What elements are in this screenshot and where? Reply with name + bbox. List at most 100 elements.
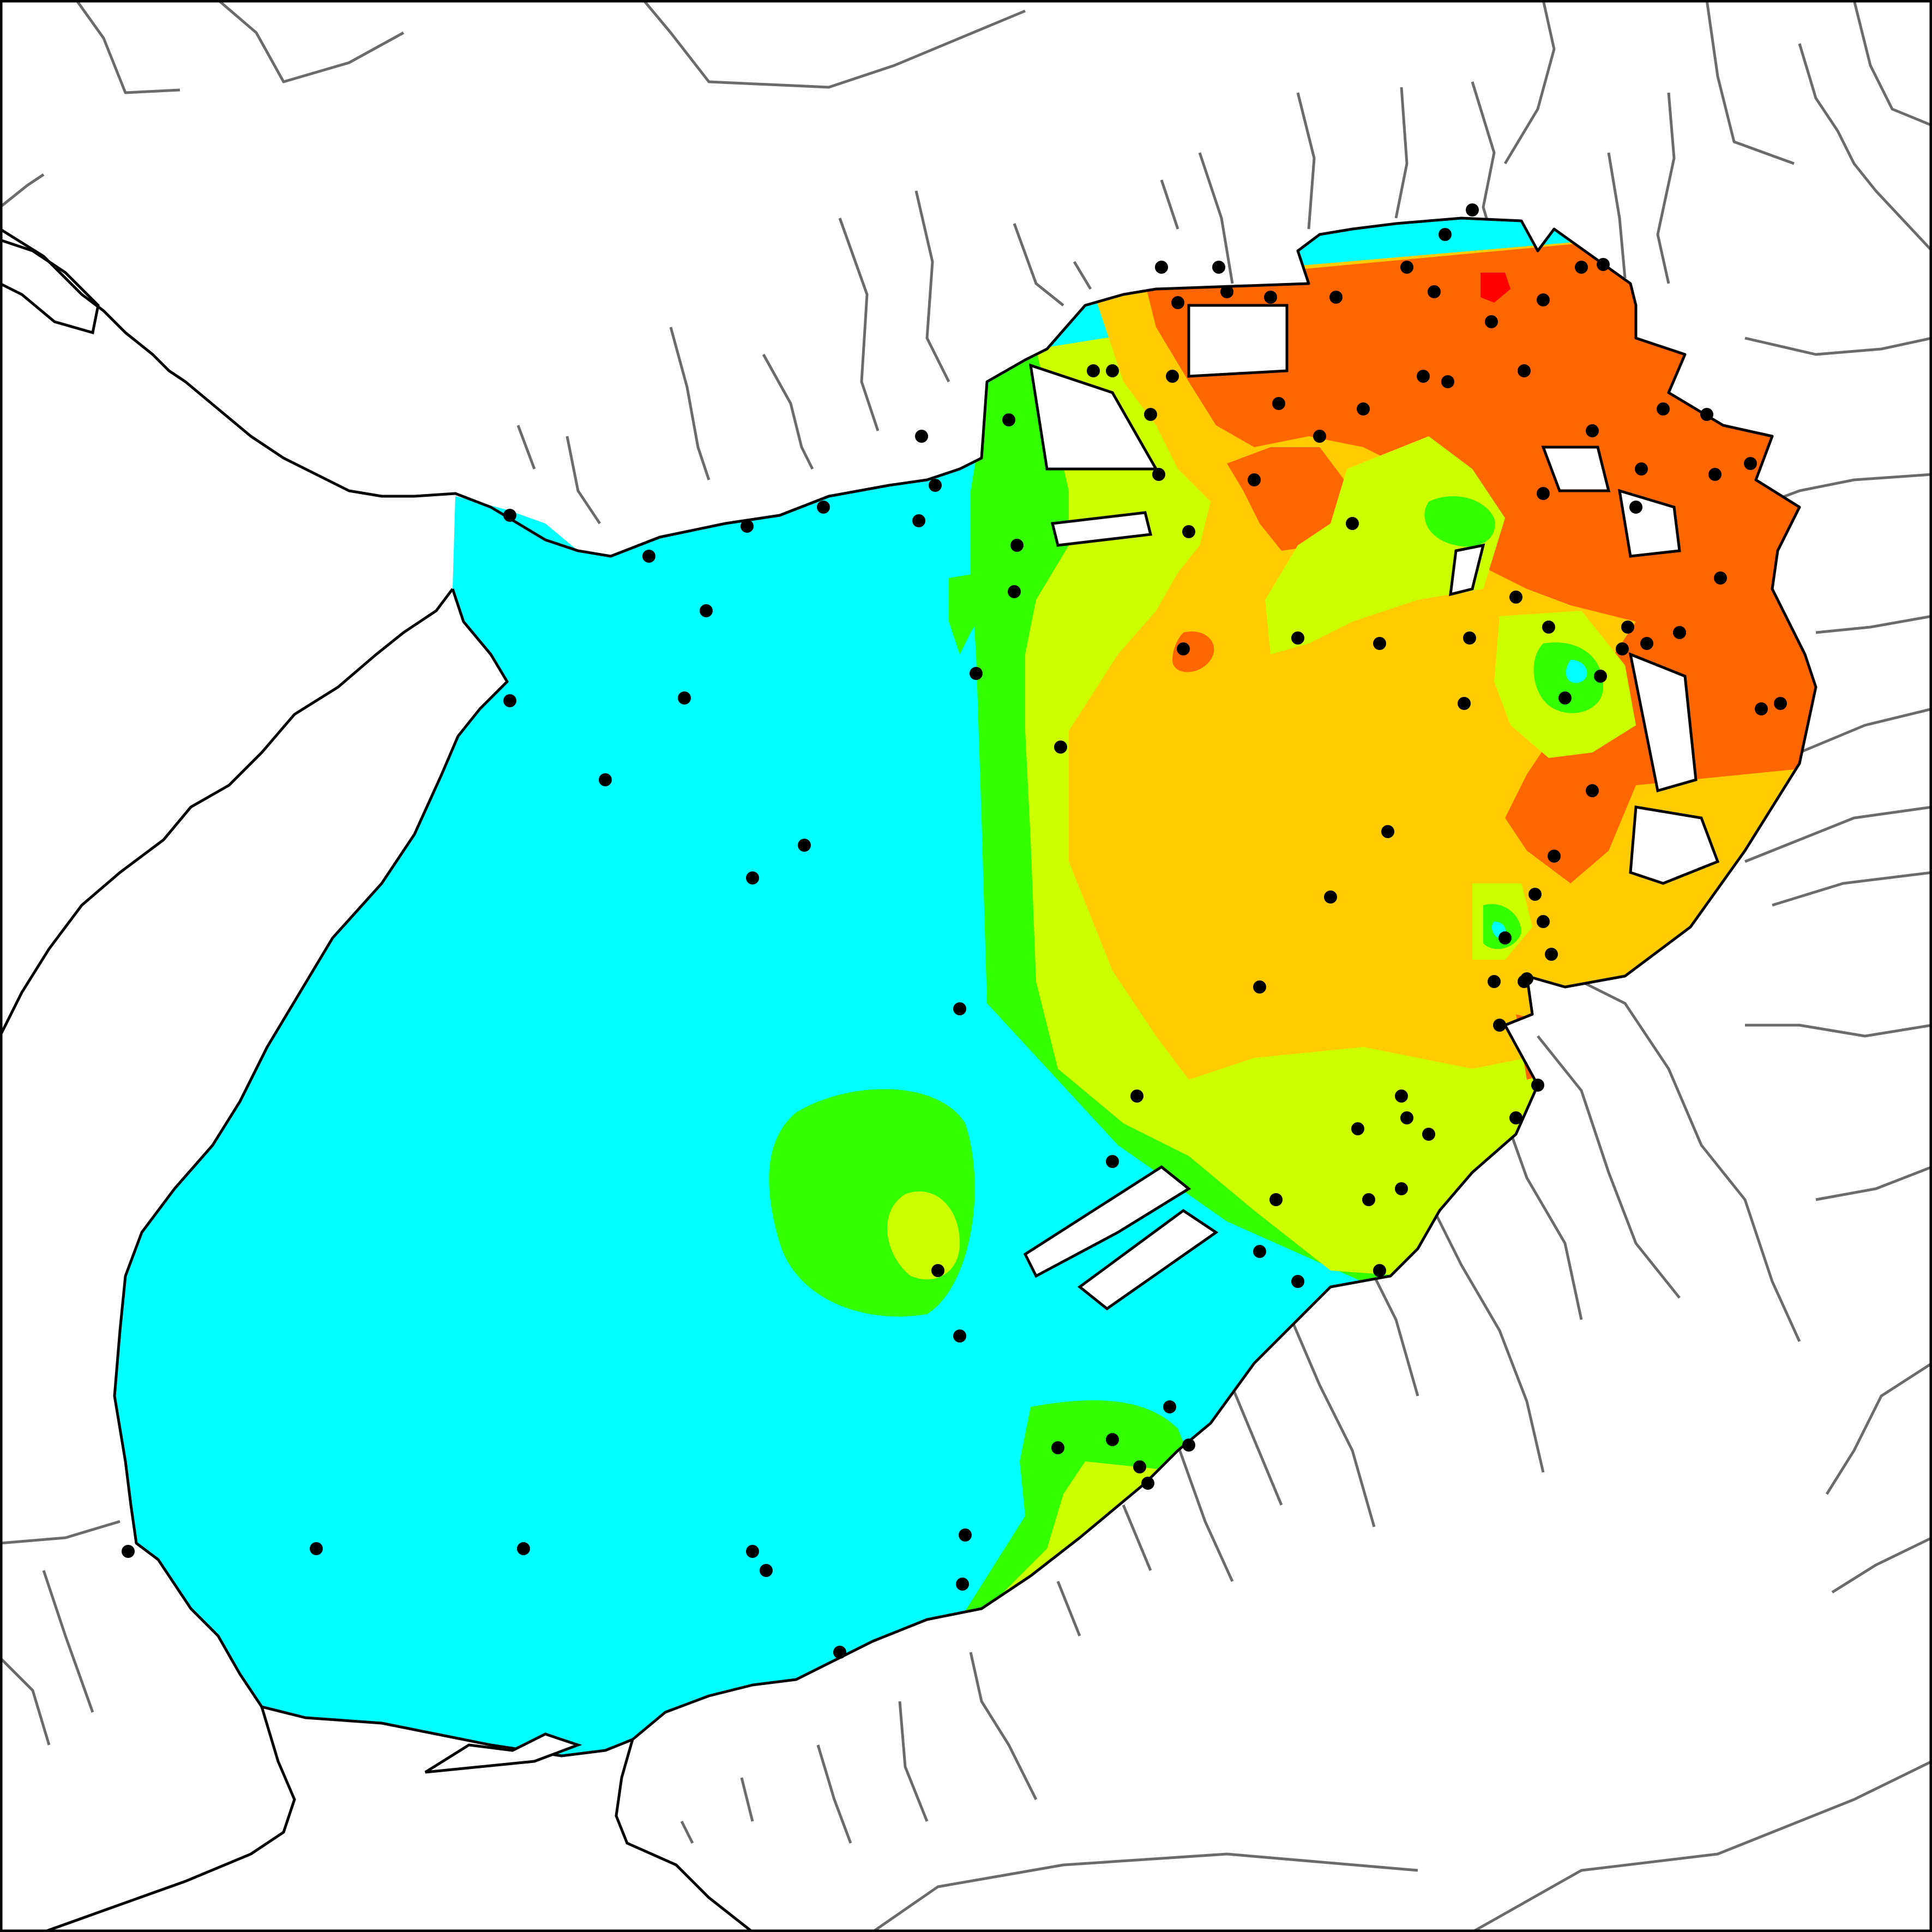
contour-class-6 — [1480, 273, 1510, 303]
station-marker — [1485, 315, 1498, 328]
station-marker — [517, 1542, 530, 1555]
station-marker — [1008, 585, 1021, 598]
station-marker — [1537, 293, 1550, 306]
station-marker — [1621, 621, 1634, 634]
station-marker — [1700, 408, 1713, 421]
station-marker — [1106, 1433, 1119, 1446]
station-marker — [310, 1542, 323, 1555]
station-marker — [503, 509, 516, 522]
station-layer — [122, 203, 1787, 1659]
station-marker — [1051, 1441, 1064, 1454]
island — [1050, 511, 1153, 547]
station-marker — [1373, 1264, 1386, 1277]
station-marker — [1744, 457, 1757, 470]
station-marker — [1509, 591, 1522, 604]
station-marker — [1518, 364, 1531, 377]
coastline-nw — [0, 238, 100, 335]
station-marker — [929, 479, 942, 492]
station-marker — [833, 1646, 846, 1659]
station-marker — [746, 1545, 759, 1558]
station-marker — [1010, 539, 1024, 552]
contour-class-2-west — [949, 387, 1031, 654]
river-line — [1815, 1165, 1932, 1201]
station-marker — [1774, 697, 1787, 710]
station-marker — [1272, 397, 1285, 410]
station-marker — [1313, 430, 1326, 443]
station-marker — [1166, 370, 1179, 383]
river-line — [1607, 152, 1627, 279]
river-line — [1537, 1035, 1681, 1299]
river-line — [1225, 1374, 1283, 1506]
station-marker — [1586, 784, 1599, 797]
station-marker — [1594, 670, 1607, 683]
station-marker — [798, 839, 811, 852]
river-line — [1852, 0, 1932, 127]
river-line — [1831, 1536, 1932, 1594]
river-line — [1744, 336, 1932, 356]
river-line — [838, 218, 880, 431]
station-marker — [1381, 825, 1394, 838]
river-line — [1073, 261, 1092, 290]
river-line — [1772, 871, 1932, 907]
station-marker — [1177, 642, 1190, 655]
river-line — [1798, 43, 1932, 252]
station-marker — [1714, 571, 1727, 585]
station-marker — [1528, 888, 1542, 901]
station-marker — [1373, 637, 1386, 650]
river-line — [1013, 223, 1064, 306]
river-line — [1471, 1760, 1932, 1932]
coastline-south-2 — [615, 1739, 754, 1932]
station-marker — [1253, 980, 1266, 994]
station-marker — [1106, 1155, 1119, 1168]
station-marker — [953, 1002, 966, 1015]
station-marker — [746, 871, 759, 884]
station-marker — [1212, 261, 1225, 274]
station-marker — [700, 604, 713, 617]
river-line — [1498, 1101, 1583, 1320]
station-marker — [970, 667, 983, 680]
station-marker — [1548, 850, 1561, 863]
station-marker — [1133, 1460, 1146, 1473]
station-marker — [1141, 1477, 1154, 1490]
river-line — [1503, 0, 1556, 165]
station-marker — [1106, 364, 1119, 377]
station-marker — [1531, 1079, 1544, 1092]
river-line — [816, 1744, 852, 1844]
station-marker — [1395, 1182, 1408, 1195]
station-marker — [1054, 741, 1067, 754]
station-marker — [1155, 261, 1168, 274]
station-marker — [1428, 285, 1441, 298]
river-line — [0, 173, 45, 208]
river-line — [1705, 0, 1795, 165]
river-line — [762, 353, 814, 470]
station-marker — [1493, 1019, 1506, 1032]
station-marker — [912, 514, 925, 527]
river-line — [1825, 1362, 1932, 1495]
station-marker — [1329, 291, 1343, 304]
station-marker — [1182, 1439, 1195, 1452]
station-marker — [1542, 621, 1555, 634]
river-line — [1285, 1308, 1376, 1527]
river-line — [1198, 152, 1234, 284]
station-marker — [1182, 525, 1195, 538]
river-line — [871, 1852, 1418, 1932]
station-marker — [1520, 972, 1533, 985]
river-line — [217, 0, 405, 83]
station-marker — [1002, 413, 1015, 426]
station-marker — [122, 1545, 135, 1558]
station-marker — [1545, 948, 1558, 961]
river-line — [1745, 1024, 1932, 1038]
station-marker — [1087, 364, 1100, 377]
station-marker — [1708, 468, 1722, 481]
station-marker — [956, 1578, 969, 1591]
station-marker — [1395, 1090, 1408, 1103]
river-line — [1122, 1504, 1152, 1571]
station-marker — [1466, 203, 1479, 216]
river-line — [1656, 92, 1676, 284]
station-marker — [760, 1564, 773, 1577]
station-marker — [931, 1264, 944, 1277]
station-marker — [1463, 631, 1476, 645]
station-marker — [1537, 915, 1550, 928]
